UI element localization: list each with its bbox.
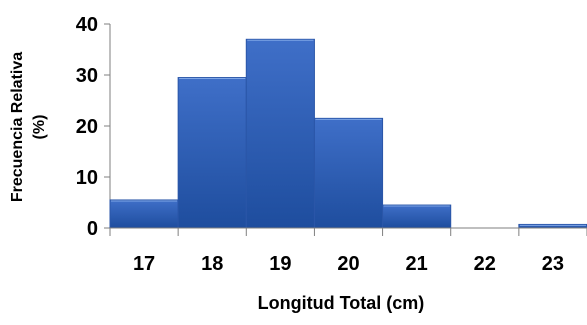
x-axis-title: Longitud Total (cm): [258, 293, 425, 313]
x-tick-label: 19: [269, 253, 291, 275]
bar-20: [313, 117, 384, 229]
y-tick-label: 0: [87, 218, 98, 240]
x-tick-label: 22: [474, 253, 496, 275]
x-tick-label: 23: [542, 253, 564, 275]
x-axis-ticks: 17 18 19 20 21 22 23: [133, 253, 564, 275]
bar-18: [177, 77, 247, 229]
y-axis-title-line1: Frecuencia Relativa: [9, 52, 26, 202]
bar-21: [382, 204, 452, 229]
y-tick-label: 30: [76, 65, 98, 87]
x-tick-label: 18: [201, 253, 223, 275]
bar-19: [245, 38, 315, 229]
y-tick-label: 20: [76, 116, 98, 138]
bar-17: [109, 199, 179, 229]
y-axis-ticks: 0 10 20 30 40: [76, 14, 111, 240]
bars: [109, 38, 587, 229]
y-axis-title-line2: (%): [31, 115, 48, 140]
x-tick-label: 20: [337, 253, 359, 275]
y-tick-label: 10: [76, 167, 98, 189]
y-tick-label: 40: [76, 14, 98, 36]
x-axis: [109, 227, 587, 236]
x-tick-label: 21: [406, 253, 428, 275]
x-tick-label: 17: [133, 253, 155, 275]
y-axis-title: Frecuencia Relativa (%): [9, 52, 48, 202]
